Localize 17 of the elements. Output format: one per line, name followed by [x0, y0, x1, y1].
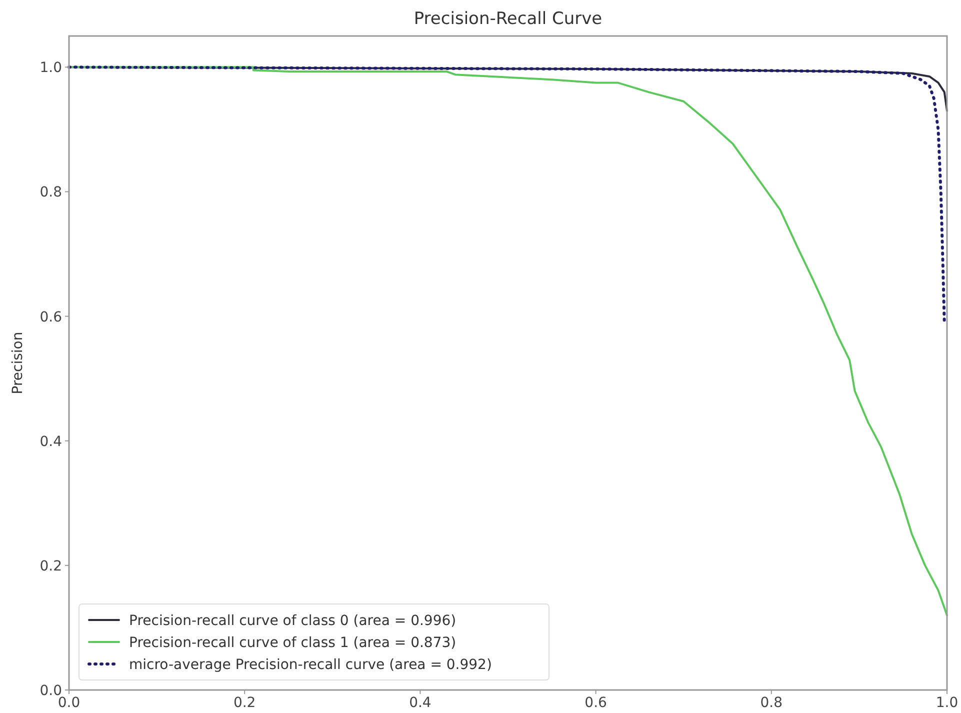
x-tick-label: 0.0	[58, 695, 80, 711]
line-series	[68, 66, 946, 324]
legend-label: micro-average Precision-recall curve (area = 0.992)	[129, 657, 492, 673]
x-tick-label: 0.6	[584, 695, 608, 711]
legend-label: Precision-recall curve of class 1 (area = 0.873)	[129, 635, 456, 651]
x-tick-label: 0.2	[233, 695, 256, 711]
x-tick-label: 0.4	[409, 695, 432, 711]
legend-label: Precision-recall curve of class 0 (area = 0.996)	[129, 613, 456, 629]
x-tick-label: 0.8	[760, 695, 783, 711]
y-tick-label: 0.8	[40, 184, 62, 201]
y-tick-label: 1.0	[40, 60, 62, 76]
chart-title: Precision-Recall Curve	[414, 9, 602, 29]
y-tick-label: 0.2	[40, 558, 62, 574]
y-tick-label: 0.4	[40, 434, 62, 450]
y-axis-title: Precision	[10, 332, 26, 394]
x-tick-label: 1.0	[936, 695, 958, 711]
y-tick-label: 0.6	[40, 309, 62, 326]
